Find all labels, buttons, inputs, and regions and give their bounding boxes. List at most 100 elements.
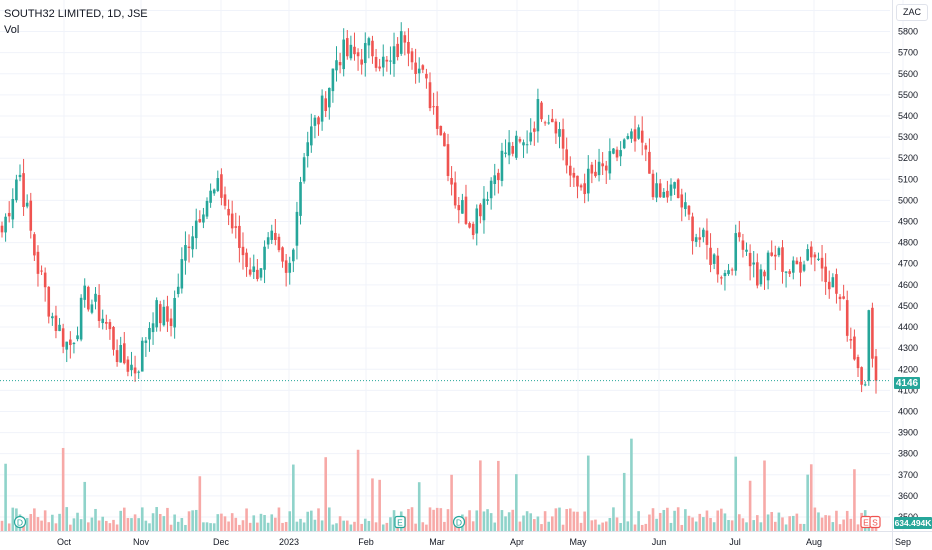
candle — [349, 35, 353, 61]
volume-bar — [36, 517, 40, 531]
candle-body — [752, 262, 756, 265]
candle — [673, 181, 676, 196]
volume-bar — [112, 519, 115, 531]
candle-body — [33, 234, 36, 256]
candle-body — [345, 38, 349, 57]
split-marker[interactable]: S — [869, 515, 881, 529]
volume-bar — [518, 521, 522, 531]
candle — [263, 240, 266, 284]
candle-body — [72, 342, 76, 345]
candle — [425, 68, 428, 89]
candle — [399, 22, 403, 56]
volume-bar — [29, 514, 33, 531]
candle — [676, 178, 680, 199]
candle-body — [69, 339, 72, 346]
time-tick-label: Jun — [652, 537, 667, 547]
candle — [112, 325, 115, 356]
volume-bar — [590, 520, 594, 531]
candle-body — [817, 258, 820, 260]
volume-bar — [842, 519, 845, 531]
volume-bar — [576, 511, 579, 531]
candle-body — [788, 271, 791, 274]
candle — [69, 331, 72, 359]
dividend-marker[interactable]: D — [13, 515, 27, 529]
event-marker-label: E — [863, 518, 869, 528]
candle — [338, 52, 342, 74]
candle — [536, 88, 540, 143]
volume-bar — [220, 513, 223, 531]
earnings-marker[interactable]: E — [394, 515, 406, 529]
candle — [331, 68, 335, 103]
candle — [230, 200, 234, 234]
volume-bar — [662, 509, 666, 531]
candle — [374, 48, 378, 72]
price-tick-label: 4700 — [898, 259, 918, 269]
price-tick-label: 5400 — [898, 111, 918, 121]
candle-body — [658, 183, 662, 198]
volume-bar — [705, 510, 709, 531]
candle-body — [698, 237, 702, 240]
candle-body — [130, 364, 133, 371]
candle-body — [238, 225, 241, 248]
candle-body — [270, 230, 274, 240]
candle-body — [457, 205, 461, 211]
candle-body — [148, 327, 151, 340]
volume-bar — [72, 518, 76, 531]
candle — [15, 174, 18, 203]
candle — [403, 31, 407, 56]
price-axis[interactable]: 3500360037003800390040004100420043004400… — [898, 5, 918, 522]
candle — [140, 337, 144, 372]
candle-body — [443, 133, 446, 147]
candle — [597, 148, 601, 182]
volume-bar — [158, 514, 162, 531]
time-tick-label: Sep — [895, 537, 911, 547]
price-tick-label: 4200 — [898, 364, 918, 374]
candle — [11, 188, 15, 229]
candle-body — [680, 194, 684, 208]
volume-bar — [295, 521, 299, 531]
candle-body — [122, 343, 126, 364]
candle — [202, 207, 205, 229]
candle-body — [773, 254, 777, 257]
candle-body — [324, 98, 328, 112]
candle-body — [166, 306, 169, 322]
volume-bar — [367, 520, 371, 531]
volume-bar — [83, 481, 87, 531]
symbol-title: SOUTH32 LIMITED, 1D, JSE — [4, 8, 148, 20]
candle — [162, 299, 166, 327]
volume-bar — [349, 524, 353, 531]
candle — [191, 225, 194, 258]
candle — [604, 160, 608, 185]
candle-body — [385, 59, 389, 62]
time-axis[interactable]: Oct Nov Dec 2023 Feb Mar Apr May Jun Jul Aug Sep — [57, 537, 911, 547]
price-candles[interactable] — [0, 22, 878, 394]
candle-body — [410, 51, 414, 63]
candle-body — [648, 151, 651, 174]
candle — [223, 186, 227, 210]
candle — [759, 264, 763, 287]
dividend-marker[interactable]: D — [452, 515, 466, 529]
candle-body — [784, 271, 788, 273]
volume-bar — [644, 523, 648, 531]
candle — [741, 233, 745, 258]
volume-bar — [87, 522, 90, 531]
candle-body — [475, 208, 479, 234]
event-marker-label: D — [456, 518, 462, 528]
candle — [586, 155, 590, 202]
price-tick-label: 5300 — [898, 132, 918, 142]
candle-body — [827, 281, 831, 290]
volume-bar — [54, 523, 58, 531]
last-volume-badge — [894, 517, 932, 529]
currency-button[interactable]: ZAC — [896, 4, 928, 21]
candle — [817, 252, 820, 261]
candle — [716, 247, 720, 283]
candle — [194, 208, 198, 250]
volume-bar — [622, 472, 626, 531]
candle — [558, 122, 561, 149]
volume-bar — [759, 522, 763, 531]
event-marker-label: S — [872, 518, 878, 528]
candle-body — [360, 59, 363, 65]
event-marker-label: D — [17, 518, 23, 528]
candle-body — [51, 316, 54, 319]
